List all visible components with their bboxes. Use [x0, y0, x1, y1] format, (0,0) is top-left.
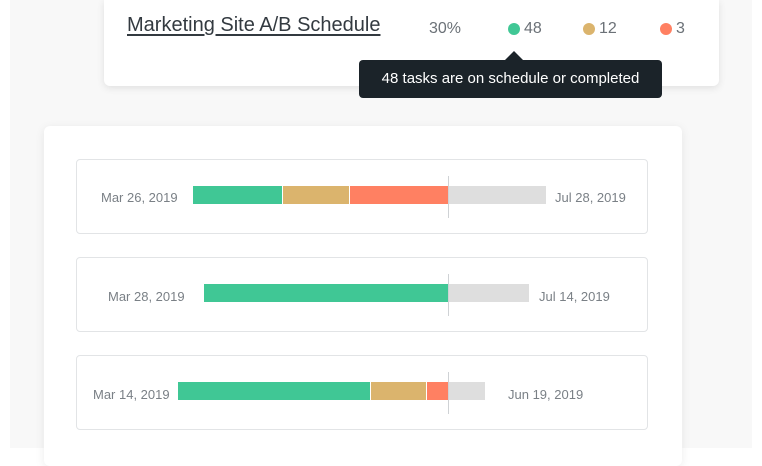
remaining-segment	[448, 284, 529, 302]
on-schedule-stat[interactable]: 48	[508, 20, 542, 38]
on-schedule-segment	[178, 382, 370, 400]
end-date: Jul 14, 2019	[539, 289, 610, 304]
end-date: Jul 28, 2019	[555, 190, 626, 205]
start-date: Mar 28, 2019	[108, 289, 185, 304]
late-count: 3	[676, 20, 685, 37]
late-stat[interactable]: 3	[660, 20, 685, 38]
remaining-segment	[448, 186, 546, 204]
today-marker	[448, 176, 449, 218]
late-segment	[349, 186, 449, 204]
today-marker	[448, 274, 449, 316]
at-risk-count: 12	[599, 20, 617, 37]
at-risk-segment	[370, 382, 427, 400]
green-dot-icon	[508, 23, 520, 35]
tooltip-arrow	[505, 51, 523, 60]
at-risk-stat[interactable]: 12	[583, 20, 617, 38]
project-title-link[interactable]: Marketing Site A/B Schedule	[127, 14, 381, 36]
red-dot-icon	[660, 23, 672, 35]
end-date: Jun 19, 2019	[508, 387, 584, 402]
today-marker	[448, 372, 449, 414]
on-schedule-segment	[193, 186, 282, 204]
completion-percent: 30%	[429, 20, 462, 37]
on-schedule-count: 48	[524, 20, 542, 37]
start-date: Mar 26, 2019	[101, 190, 178, 205]
start-date: Mar 14, 2019	[93, 387, 170, 402]
late-segment	[426, 382, 449, 400]
tooltip: 48 tasks are on schedule or completed	[359, 60, 662, 98]
on-schedule-segment	[204, 284, 448, 302]
at-risk-segment	[282, 186, 350, 204]
yellow-dot-icon	[583, 23, 595, 35]
timeline-row[interactable]	[76, 159, 648, 234]
remaining-segment	[448, 382, 485, 400]
